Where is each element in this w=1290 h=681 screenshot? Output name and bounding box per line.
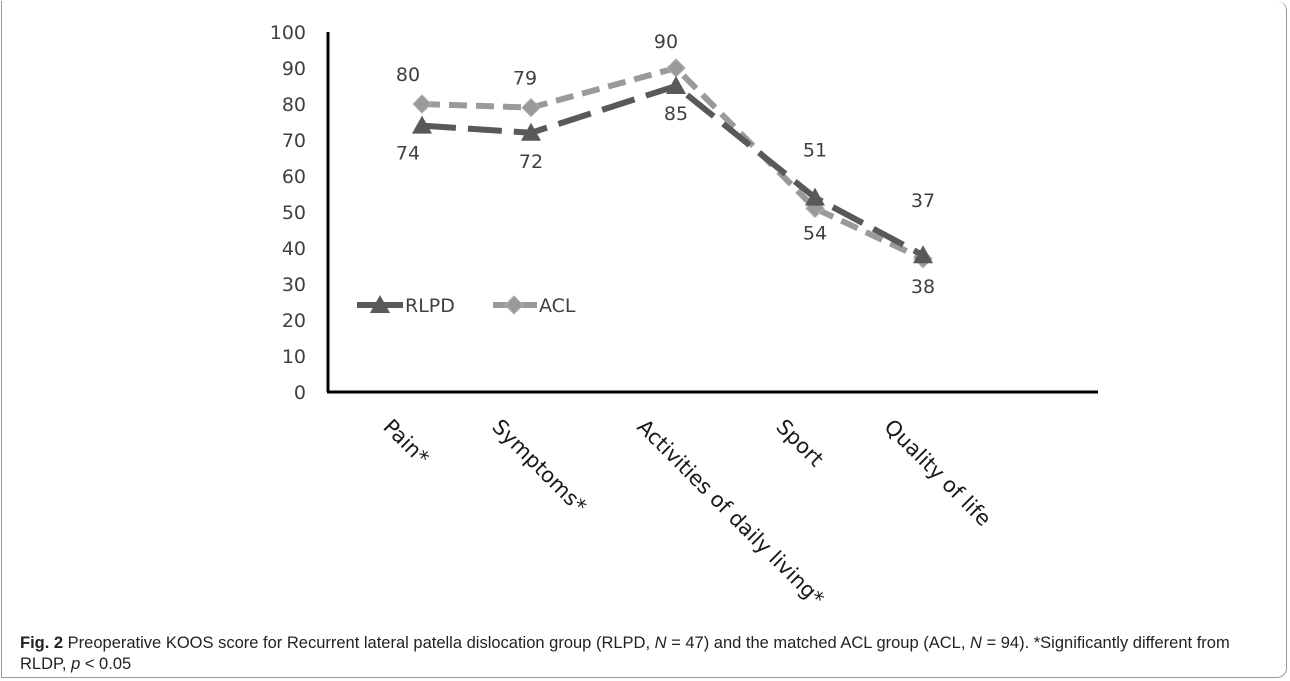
marker-acl	[666, 58, 686, 78]
y-axis-ticks: 0 10 20 30 40 50 60 70 80 90 100	[270, 22, 306, 404]
y-tick-label: 90	[282, 58, 306, 80]
caption-n1-var: N	[654, 634, 667, 652]
y-tick-label: 50	[282, 202, 306, 224]
y-tick-label: 20	[282, 310, 306, 332]
series-markers	[412, 58, 933, 269]
marker-acl	[412, 94, 432, 114]
caption-p-rest: < 0.05	[80, 655, 132, 673]
data-labels: 74 72 85 54 38 80 79 90 51 37	[396, 31, 935, 298]
y-tick-label: 100	[270, 22, 306, 44]
axes	[326, 32, 1098, 394]
marker-rlpd	[521, 122, 541, 141]
caption-p-var: p	[71, 655, 81, 673]
marker-acl	[521, 97, 541, 118]
caption-n2-var: N	[970, 634, 982, 652]
y-tick-label: 0	[294, 382, 306, 404]
x-axis-categories: Pain* Symptoms* Activities of daily living…	[378, 415, 995, 611]
data-label-acl: 37	[911, 190, 935, 212]
data-label-acl: 80	[396, 64, 420, 86]
legend: RLPD ACL	[357, 295, 576, 317]
marker-rlpd	[412, 115, 432, 134]
y-tick-label: 10	[282, 346, 306, 368]
y-tick-label: 70	[282, 130, 306, 152]
figure-caption: Fig. 2 Preoperative KOOS score for Recur…	[20, 633, 1270, 675]
legend-label-rlpd: RLPD	[405, 295, 455, 317]
series-line-acl	[421, 65, 925, 262]
data-label-rlpd: 74	[396, 143, 420, 165]
caption-label: Fig. 2	[20, 634, 64, 652]
legend-marker-rlpd	[370, 295, 390, 313]
y-tick-label: 60	[282, 166, 306, 188]
x-category-label: Pain*	[378, 415, 433, 470]
x-category-label: Sport	[771, 415, 828, 472]
caption-n1-rest: = 47) and the matched ACL group (ACL,	[666, 634, 970, 652]
y-tick-label: 40	[282, 238, 306, 260]
marker-rlpd	[913, 245, 933, 264]
caption-n2-rest: = 94). *Significantly different from RLD…	[20, 634, 1230, 673]
y-tick-label: 80	[282, 94, 306, 116]
caption-text-1: Preoperative KOOS score for Recurrent la…	[63, 634, 655, 652]
data-label-acl: 90	[654, 31, 678, 53]
data-label-rlpd: 38	[911, 276, 935, 298]
data-label-acl: 51	[803, 139, 827, 161]
series-lines	[421, 65, 925, 262]
x-category-label: Quality of life	[879, 415, 995, 531]
legend-marker-acl	[504, 295, 524, 315]
data-label-rlpd: 85	[664, 103, 688, 125]
data-label-rlpd: 54	[803, 223, 827, 245]
x-category-label: Symptoms*	[487, 415, 591, 519]
data-label-rlpd: 72	[519, 151, 543, 173]
legend-label-acl: ACL	[539, 295, 576, 317]
marker-rlpd	[805, 187, 825, 206]
y-tick-label: 30	[282, 274, 306, 296]
marker-rlpd	[666, 76, 686, 94]
data-label-acl: 79	[513, 68, 537, 90]
